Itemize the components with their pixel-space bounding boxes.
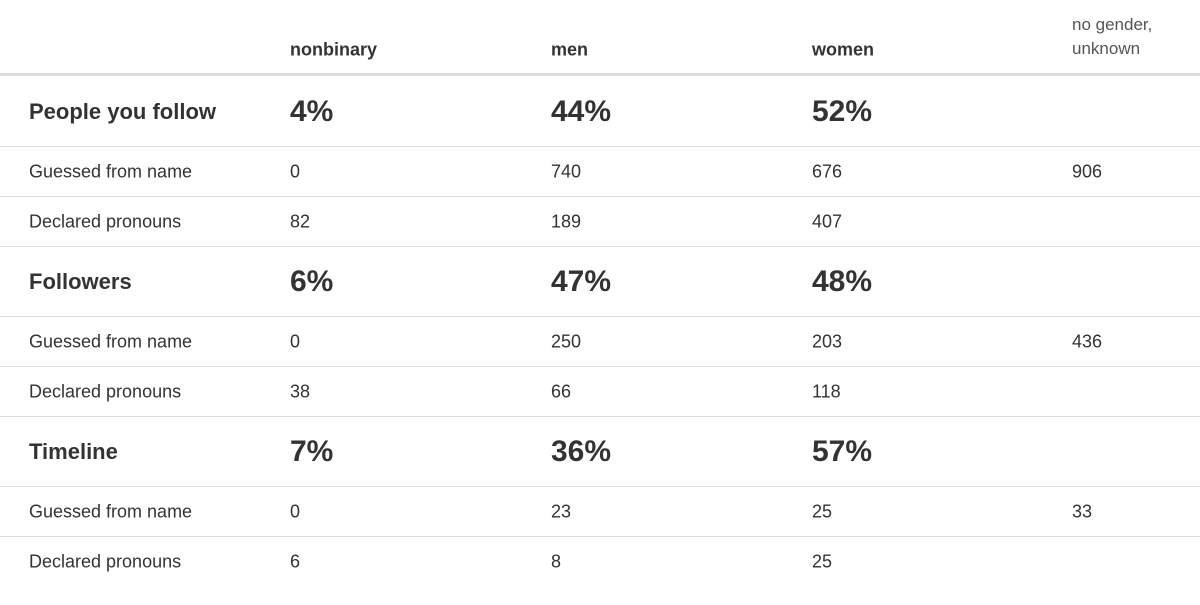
count: 66 — [551, 381, 572, 402]
percentage: 44% — [551, 94, 612, 128]
row-label: Guessed from name — [29, 331, 193, 352]
count: 38 — [290, 381, 311, 402]
percentage: 6% — [290, 265, 334, 298]
row-divider — [0, 246, 1200, 247]
percentage: 7% — [290, 435, 334, 468]
count: 0 — [290, 501, 301, 522]
count: 25 — [812, 551, 833, 572]
section-title: Followers — [29, 269, 132, 294]
row-divider — [0, 146, 1200, 147]
row-label: Declared pronouns — [29, 551, 182, 572]
count: 906 — [1072, 161, 1103, 182]
column-header: no gender, unknown — [1072, 15, 1153, 58]
count: 33 — [1072, 501, 1093, 522]
percentage: 57% — [812, 435, 873, 468]
count: 740 — [551, 161, 582, 182]
count: 82 — [290, 211, 311, 232]
count: 189 — [551, 211, 582, 232]
row-divider — [0, 416, 1200, 417]
section-title: People you follow — [29, 98, 217, 124]
column-header: men — [551, 39, 589, 60]
row-divider — [0, 73, 1200, 76]
count: 676 — [812, 161, 843, 182]
row-label: Declared pronouns — [29, 211, 182, 232]
percentage: 48% — [812, 265, 873, 298]
row-divider — [0, 486, 1200, 487]
row-divider — [0, 196, 1200, 197]
section-title: Timeline — [29, 439, 118, 464]
row-divider — [0, 366, 1200, 367]
count: 6 — [290, 551, 301, 572]
percentage: 4% — [290, 94, 334, 128]
column-header: nonbinary — [290, 39, 378, 60]
count: 23 — [551, 501, 572, 522]
percentage: 52% — [812, 94, 873, 128]
count: 25 — [812, 501, 833, 522]
row-label: Guessed from name — [29, 501, 193, 522]
count: 203 — [812, 331, 843, 352]
percentage: 47% — [551, 265, 612, 298]
row-label: Guessed from name — [29, 161, 193, 182]
count: 118 — [812, 381, 841, 402]
row-divider — [0, 536, 1200, 537]
column-header: women — [812, 39, 875, 60]
percentage: 36% — [551, 435, 612, 468]
count: 436 — [1072, 331, 1103, 352]
row-label: Declared pronouns — [29, 381, 182, 402]
count: 250 — [551, 331, 582, 352]
count: 407 — [812, 211, 843, 232]
count: 0 — [290, 331, 301, 352]
row-divider — [0, 316, 1200, 317]
count: 0 — [290, 161, 301, 182]
count: 8 — [551, 551, 562, 572]
